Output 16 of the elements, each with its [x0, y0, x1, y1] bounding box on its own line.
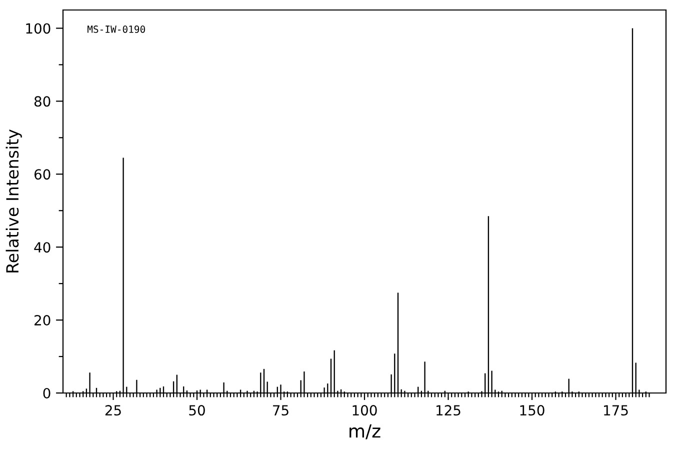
y-tick-label: 20 — [34, 315, 50, 326]
y-tick-label: 0 — [43, 388, 50, 398]
y-tick-label: 60 — [34, 169, 50, 180]
y-tick-label: 80 — [34, 96, 50, 107]
x-tick-label: 25 — [105, 405, 121, 416]
x-tick-label: 150 — [520, 405, 544, 416]
annotation: MS-IW-0190 — [88, 26, 146, 33]
x-tick-label: 100 — [352, 405, 377, 416]
x-axis-title: m/z — [350, 424, 380, 440]
x-tick-label: 50 — [189, 405, 205, 416]
x-tick-label: 125 — [436, 405, 460, 416]
x-tick-label: 75 — [273, 405, 288, 416]
y-axis-title: Relative Intensity — [6, 129, 22, 272]
x-tick-label: 175 — [604, 405, 628, 416]
y-tick-label: 100 — [26, 23, 50, 34]
y-tick-label: 40 — [34, 242, 50, 253]
